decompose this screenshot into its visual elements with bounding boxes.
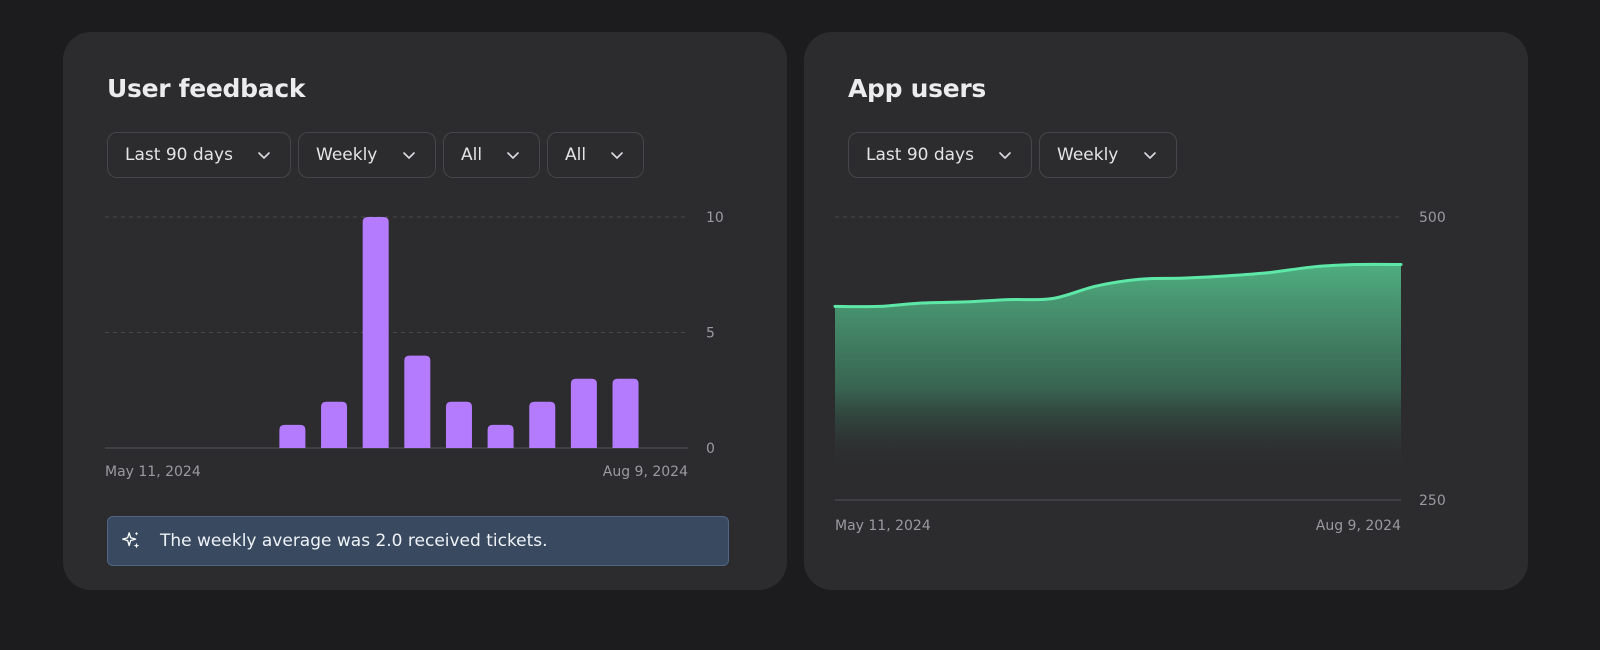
y-tick-label: 250 (1419, 493, 1446, 509)
chevron-down-icon (999, 152, 1011, 159)
date-range-dropdown[interactable]: Last 90 days (848, 132, 1032, 178)
insight-callout-text: The weekly average was 2.0 received tick… (160, 531, 548, 551)
user-feedback-filters: Last 90 days Weekly All All (107, 132, 644, 178)
insight-callout: The weekly average was 2.0 received tick… (107, 516, 729, 566)
bar (321, 401, 348, 448)
chevron-down-icon (507, 152, 519, 159)
app-users-title: App users (848, 74, 986, 103)
chevron-down-icon (403, 152, 415, 159)
granularity-dropdown[interactable]: Weekly (298, 132, 436, 178)
filter-dropdown-2[interactable]: All (547, 132, 644, 178)
filter-2-value: All (565, 145, 587, 165)
sparkles-icon (122, 531, 140, 549)
app-users-card: 250 500 May 11, 2024 Aug 9, 2024 App users … (804, 32, 1528, 590)
x-tick-label: Aug 9, 2024 (1316, 518, 1401, 534)
x-tick-label: May 11, 2024 (835, 518, 931, 534)
granularity-dropdown[interactable]: Weekly (1039, 132, 1177, 178)
user-feedback-bar-chart: 0 5 10 May 11, 2024 Aug 9, 2024 (105, 210, 724, 480)
bar (529, 401, 556, 448)
app-users-filters: Last 90 days Weekly (848, 132, 1177, 178)
bar (362, 217, 389, 448)
x-tick-label: Aug 9, 2024 (603, 464, 688, 480)
area-fill (835, 264, 1401, 472)
bar (487, 424, 514, 448)
granularity-value: Weekly (1057, 145, 1119, 165)
y-tick-label: 0 (706, 441, 715, 457)
app-users-area-chart: 250 500 May 11, 2024 Aug 9, 2024 (833, 210, 1446, 534)
y-tick-label: 500 (1419, 210, 1446, 226)
bar (570, 378, 597, 448)
bar (279, 424, 306, 448)
date-range-dropdown[interactable]: Last 90 days (107, 132, 291, 178)
user-feedback-card: 0 5 10 May 11, 2024 Aug 9, 2024 User feedbac… (63, 32, 787, 590)
y-tick-label: 10 (706, 210, 724, 226)
x-tick-label: May 11, 2024 (105, 464, 201, 480)
bar (404, 355, 431, 448)
filter-1-value: All (461, 145, 483, 165)
bar (445, 401, 472, 448)
series-line (833, 262, 1403, 309)
user-feedback-title: User feedback (107, 74, 306, 103)
date-range-value: Last 90 days (125, 145, 233, 165)
date-range-value: Last 90 days (866, 145, 974, 165)
chevron-down-icon (611, 152, 623, 159)
chevron-down-icon (258, 152, 270, 159)
granularity-value: Weekly (316, 145, 378, 165)
filter-dropdown-1[interactable]: All (443, 132, 540, 178)
bar (612, 378, 639, 448)
y-tick-label: 5 (706, 326, 715, 342)
chevron-down-icon (1144, 152, 1156, 159)
